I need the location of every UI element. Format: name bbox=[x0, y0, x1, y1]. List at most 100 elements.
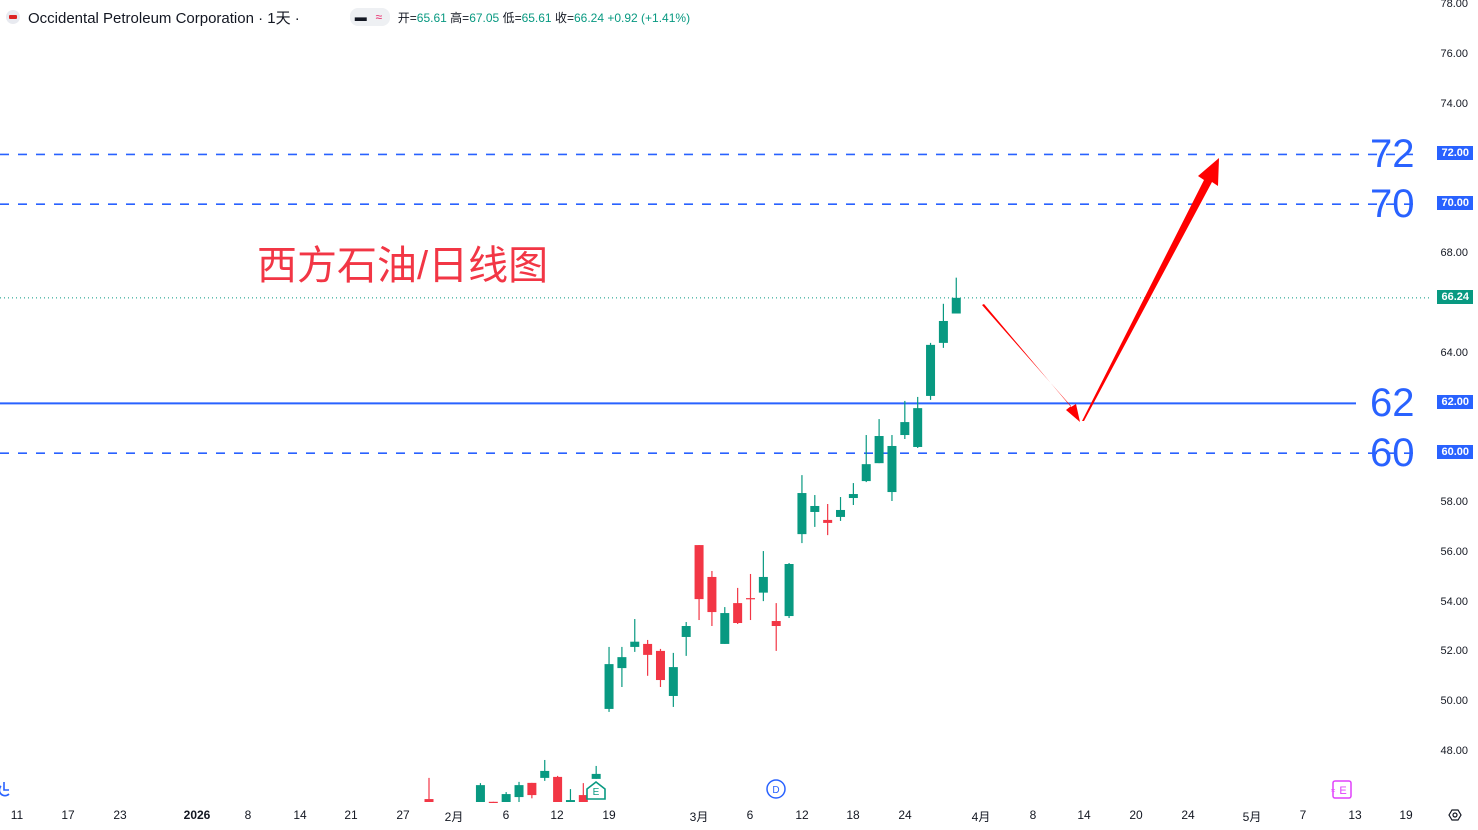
settings-icon[interactable] bbox=[1448, 809, 1462, 821]
last-price-badge: 66.24 bbox=[1437, 289, 1473, 304]
time-tick: 13 bbox=[1348, 808, 1362, 822]
candle[interactable] bbox=[501, 792, 511, 802]
annotation-title[interactable]: 西方石油/日线图 bbox=[257, 244, 549, 288]
candle[interactable] bbox=[784, 563, 794, 619]
candle-body bbox=[951, 297, 961, 314]
hide-legend-icon[interactable]: ▬ bbox=[354, 10, 367, 24]
level-label-72: 72 bbox=[1370, 132, 1415, 177]
candle[interactable] bbox=[604, 646, 614, 712]
time-tick: 24 bbox=[898, 808, 912, 822]
candle[interactable] bbox=[887, 435, 897, 502]
price-tick: 52.00 bbox=[1440, 645, 1468, 658]
candle-body bbox=[514, 785, 524, 798]
candle-body bbox=[758, 576, 768, 593]
projection-arrows[interactable] bbox=[982, 158, 1219, 422]
time-tick: 8 bbox=[1029, 808, 1037, 822]
candle[interactable] bbox=[643, 639, 653, 676]
candle[interactable] bbox=[578, 783, 588, 802]
legend-toggles: ▬ ≈ bbox=[349, 8, 390, 26]
candle-body bbox=[591, 773, 601, 779]
candle[interactable] bbox=[848, 483, 858, 505]
time-tick: 6 bbox=[746, 808, 754, 822]
time-tick: 2月 bbox=[444, 810, 464, 824]
candle[interactable] bbox=[874, 419, 884, 464]
time-tick: 11 bbox=[10, 808, 24, 822]
up-arrow[interactable] bbox=[1082, 158, 1219, 421]
candle[interactable] bbox=[475, 783, 485, 802]
candle[interactable] bbox=[771, 603, 781, 651]
candle[interactable] bbox=[938, 303, 948, 348]
candle[interactable] bbox=[861, 435, 871, 483]
price-tick: 64.00 bbox=[1440, 346, 1468, 359]
candle[interactable] bbox=[681, 622, 691, 656]
symbol-title[interactable]: Occidental Petroleum Corporation · 1天 · bbox=[28, 9, 300, 27]
candle[interactable] bbox=[630, 619, 640, 652]
candle-body bbox=[848, 494, 858, 499]
level-label-62: 62 bbox=[1370, 381, 1415, 426]
candle[interactable] bbox=[694, 545, 704, 621]
candle[interactable] bbox=[823, 503, 833, 536]
candle-body bbox=[694, 545, 704, 600]
candle[interactable] bbox=[553, 775, 563, 802]
time-tick: 20 bbox=[1129, 808, 1143, 822]
candle[interactable] bbox=[488, 801, 498, 803]
candle[interactable] bbox=[926, 342, 936, 400]
candle[interactable] bbox=[758, 551, 768, 602]
candle[interactable] bbox=[565, 789, 575, 802]
candle-body bbox=[565, 800, 575, 802]
svg-text:D: D bbox=[772, 785, 779, 796]
time-tick: 12 bbox=[795, 808, 809, 822]
candle[interactable] bbox=[836, 497, 846, 521]
candle[interactable] bbox=[668, 652, 678, 707]
down-arrow[interactable] bbox=[982, 304, 1080, 422]
upcoming-earnings-marker[interactable]: E ≈ bbox=[1331, 780, 1352, 799]
time-tick: 4月 bbox=[971, 810, 991, 824]
candle[interactable] bbox=[591, 765, 601, 779]
candle-body bbox=[681, 626, 691, 637]
candle[interactable] bbox=[951, 277, 961, 314]
candle-body bbox=[797, 493, 807, 535]
price-tick: 76.00 bbox=[1440, 47, 1468, 60]
candle-body bbox=[424, 799, 434, 802]
candle[interactable] bbox=[810, 495, 820, 527]
time-tick: 19 bbox=[602, 808, 616, 822]
candle[interactable] bbox=[540, 759, 550, 781]
candle[interactable] bbox=[514, 781, 524, 802]
candle[interactable] bbox=[900, 400, 910, 440]
time-tick: 3月 bbox=[689, 810, 709, 824]
candle-body bbox=[836, 509, 846, 517]
price-tick: 50.00 bbox=[1440, 695, 1468, 708]
dividend-marker[interactable]: D bbox=[766, 779, 786, 799]
time-tick: 23 bbox=[113, 808, 127, 822]
candle[interactable] bbox=[655, 648, 665, 688]
candle-body bbox=[655, 650, 665, 681]
candle-body bbox=[488, 801, 498, 803]
candle-body bbox=[604, 664, 614, 709]
candle[interactable] bbox=[733, 587, 743, 625]
time-tick: 27 bbox=[396, 808, 410, 822]
candle[interactable] bbox=[720, 607, 730, 644]
candle-body bbox=[553, 776, 563, 802]
candle[interactable] bbox=[707, 570, 717, 627]
candle[interactable] bbox=[746, 573, 755, 621]
candle-body bbox=[926, 344, 936, 396]
compare-icon[interactable]: ≈ bbox=[375, 10, 383, 24]
svg-text:E: E bbox=[593, 787, 600, 798]
candle[interactable] bbox=[527, 782, 537, 799]
change-value: +0.92 (+1.41%) bbox=[607, 10, 691, 25]
logo-scroll-icon[interactable] bbox=[0, 782, 10, 797]
candle-body bbox=[475, 785, 485, 802]
candle-body bbox=[810, 505, 820, 512]
level-label-70: 70 bbox=[1370, 182, 1415, 227]
candle[interactable] bbox=[913, 396, 923, 448]
price-tick: 58.00 bbox=[1440, 496, 1468, 508]
candle[interactable] bbox=[617, 646, 627, 688]
candle-body bbox=[938, 320, 948, 343]
candle-body bbox=[501, 794, 511, 802]
candle[interactable] bbox=[424, 777, 434, 802]
time-tick: 14 bbox=[293, 808, 307, 822]
earnings-marker[interactable]: E bbox=[586, 780, 606, 800]
price-tick: 68.00 bbox=[1440, 247, 1468, 259]
candle[interactable] bbox=[797, 475, 807, 544]
